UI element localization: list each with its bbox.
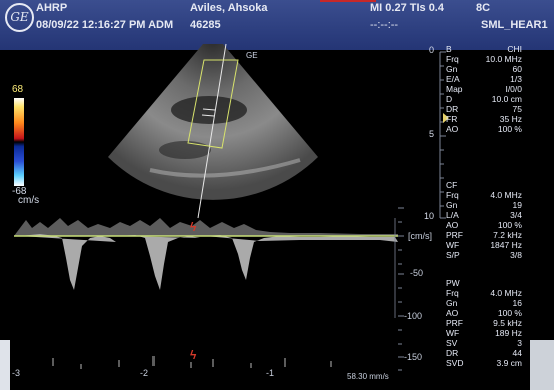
color-bar-max: 68 (12, 84, 24, 95)
pw-params-panel: PW Frq 4.0 MHz Gn 16 AO 100 % PRF 9.5 kHz WF… (446, 278, 522, 368)
sweep-speed: 58.30 mm/s (347, 372, 389, 381)
time-label-3: -3 (12, 368, 21, 378)
ecg-marker-icon: ϟ (190, 220, 197, 234)
patient-name: Aviles, Ahsoka (190, 2, 268, 14)
doppler-cursor-line (197, 43, 227, 219)
depth-label-0: 0 (429, 45, 435, 55)
spectral-noise (52, 356, 332, 369)
monitor-edge-left (0, 340, 10, 390)
site-name: AHRP (36, 2, 68, 14)
color-box (187, 59, 239, 149)
probe-name: 8C (476, 2, 491, 14)
timer-display: --:--:-- (370, 19, 399, 31)
monitor-edge-right (530, 340, 554, 390)
colorflow-params-panel: CF Frq 4.0 MHz Gn 19 L/A 3/4 AO 100 % PRF 7.2… (446, 180, 522, 260)
spectral-trace (14, 218, 398, 290)
bmode-sector-image: GE (108, 43, 449, 219)
header-red-marker (320, 0, 376, 2)
header-bar: GE AHRP 08/09/22 12:16:27 PM ADM Aviles,… (0, 0, 554, 50)
pw-doppler-spectrum (14, 207, 404, 371)
datetime-operator: 08/09/22 12:16:27 PM ADM (36, 19, 174, 31)
chamber-echo-2 (159, 141, 211, 159)
color-bar-unit: cm/s (18, 195, 40, 206)
time-label-1: -1 (266, 368, 275, 378)
color-velocity-bar (14, 98, 24, 186)
sample-gate-top (202, 108, 216, 111)
patient-id: 46285 (190, 19, 221, 31)
depth-label-5: 5 (429, 129, 435, 139)
depth-ruler-ticks (440, 51, 446, 219)
time-label-2: -2 (140, 368, 149, 378)
preset-name: SML_HEAR1 (481, 19, 548, 31)
sample-gate-bottom (201, 114, 215, 117)
safety-indices: MI 0.27 TIs 0.4 (370, 2, 444, 14)
ecg-marker-icon: ϟ (190, 348, 197, 362)
color-bar-min: -68 (12, 186, 27, 197)
velocity-scale-150: -150 (404, 352, 423, 362)
ge-logo: GE (5, 3, 34, 32)
sector-bright-wall (149, 158, 301, 178)
orientation-marker: GE (246, 51, 258, 60)
depth-label-10: 10 (424, 211, 435, 221)
velocity-scale-ticks (398, 207, 404, 371)
velocity-unit: [cm/s] (408, 231, 432, 241)
velocity-scale-100: -100 (404, 311, 423, 321)
velocity-scale-50: -50 (410, 268, 424, 278)
focus-marker-icon (443, 113, 449, 123)
